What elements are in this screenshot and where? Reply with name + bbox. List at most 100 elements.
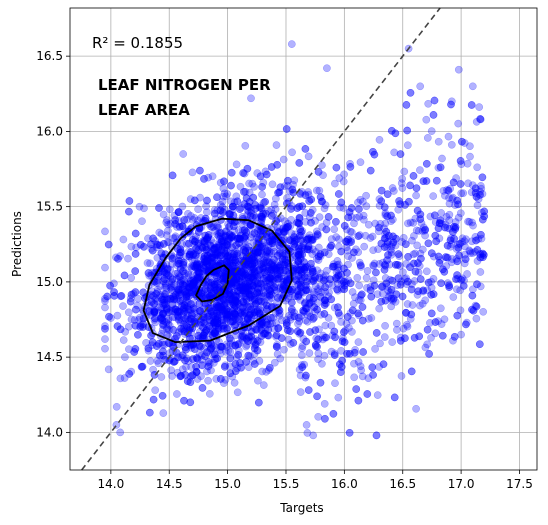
data-point	[247, 94, 255, 103]
data-point	[371, 345, 379, 353]
data-point	[279, 274, 288, 283]
data-point	[356, 158, 365, 167]
data-point	[101, 227, 109, 236]
data-point	[272, 141, 281, 149]
data-point	[112, 253, 120, 262]
data-point	[307, 264, 316, 273]
data-point	[352, 385, 361, 393]
data-point	[245, 198, 254, 206]
data-point	[283, 275, 292, 284]
data-point	[334, 309, 343, 317]
data-point	[248, 281, 257, 290]
data-point	[297, 288, 305, 296]
data-point	[164, 308, 173, 317]
data-point	[311, 232, 320, 241]
data-point	[140, 204, 148, 213]
data-point	[261, 244, 269, 253]
data-point	[237, 272, 246, 281]
data-point	[243, 315, 252, 324]
data-point	[179, 258, 188, 267]
data-point	[267, 249, 276, 257]
data-point	[139, 288, 148, 297]
data-point	[411, 249, 420, 258]
data-point	[223, 325, 231, 333]
data-point	[477, 230, 485, 239]
data-point	[301, 217, 310, 226]
data-point	[258, 367, 267, 376]
data-point	[177, 324, 185, 333]
data-point	[135, 313, 144, 322]
data-point	[285, 311, 293, 320]
data-point	[399, 268, 407, 277]
data-point	[196, 321, 204, 329]
data-point	[301, 209, 310, 217]
data-point	[320, 310, 329, 318]
data-point	[362, 202, 371, 211]
data-point	[397, 372, 406, 380]
data-point	[151, 295, 160, 304]
data-point	[231, 320, 240, 329]
data-point	[187, 311, 196, 319]
data-point	[153, 276, 162, 285]
data-point	[239, 283, 248, 292]
data-point	[265, 363, 274, 372]
data-point	[250, 256, 259, 265]
data-point	[149, 234, 157, 243]
data-point	[327, 235, 336, 243]
data-point	[312, 186, 321, 195]
data-point	[162, 304, 171, 312]
data-point	[340, 221, 349, 230]
x-tick-label: 17.5	[506, 477, 533, 491]
data-point	[225, 258, 233, 267]
data-point	[248, 295, 257, 304]
data-point	[287, 305, 296, 314]
data-point	[410, 333, 419, 342]
data-point	[398, 174, 407, 183]
data-point	[388, 240, 397, 249]
data-point	[183, 215, 191, 224]
data-point	[381, 321, 389, 330]
data-point	[144, 344, 153, 353]
data-point	[217, 314, 226, 322]
data-point	[194, 331, 203, 340]
data-point	[444, 132, 453, 141]
data-point	[162, 284, 171, 292]
data-point	[220, 362, 229, 371]
y-tick-label: 15.5	[36, 200, 63, 214]
data-point	[401, 334, 409, 343]
data-point	[359, 211, 368, 220]
data-point	[264, 258, 273, 267]
data-point	[176, 288, 184, 297]
data-point	[135, 202, 144, 211]
data-point	[267, 163, 276, 171]
data-point	[254, 376, 262, 385]
data-point	[213, 206, 222, 215]
data-point	[369, 246, 378, 255]
data-point	[192, 368, 201, 376]
data-point	[306, 328, 314, 336]
data-point	[174, 315, 183, 324]
data-point	[230, 198, 239, 207]
data-point	[439, 265, 447, 274]
data-point	[314, 412, 323, 421]
data-point	[265, 290, 274, 298]
data-point	[217, 305, 226, 314]
data-point	[392, 319, 401, 328]
data-point	[390, 148, 399, 157]
data-point	[387, 242, 396, 251]
data-point	[234, 351, 243, 359]
data-point	[267, 260, 276, 269]
data-point	[473, 280, 481, 289]
data-point	[213, 230, 222, 239]
data-point	[236, 231, 245, 240]
data-point	[314, 335, 323, 344]
data-point	[377, 197, 386, 206]
data-point	[180, 301, 189, 309]
data-point	[421, 296, 430, 305]
data-point	[274, 273, 282, 281]
data-point	[419, 286, 428, 295]
data-point	[274, 324, 282, 333]
data-point	[275, 262, 284, 271]
data-point	[179, 305, 188, 314]
data-point	[220, 189, 229, 198]
